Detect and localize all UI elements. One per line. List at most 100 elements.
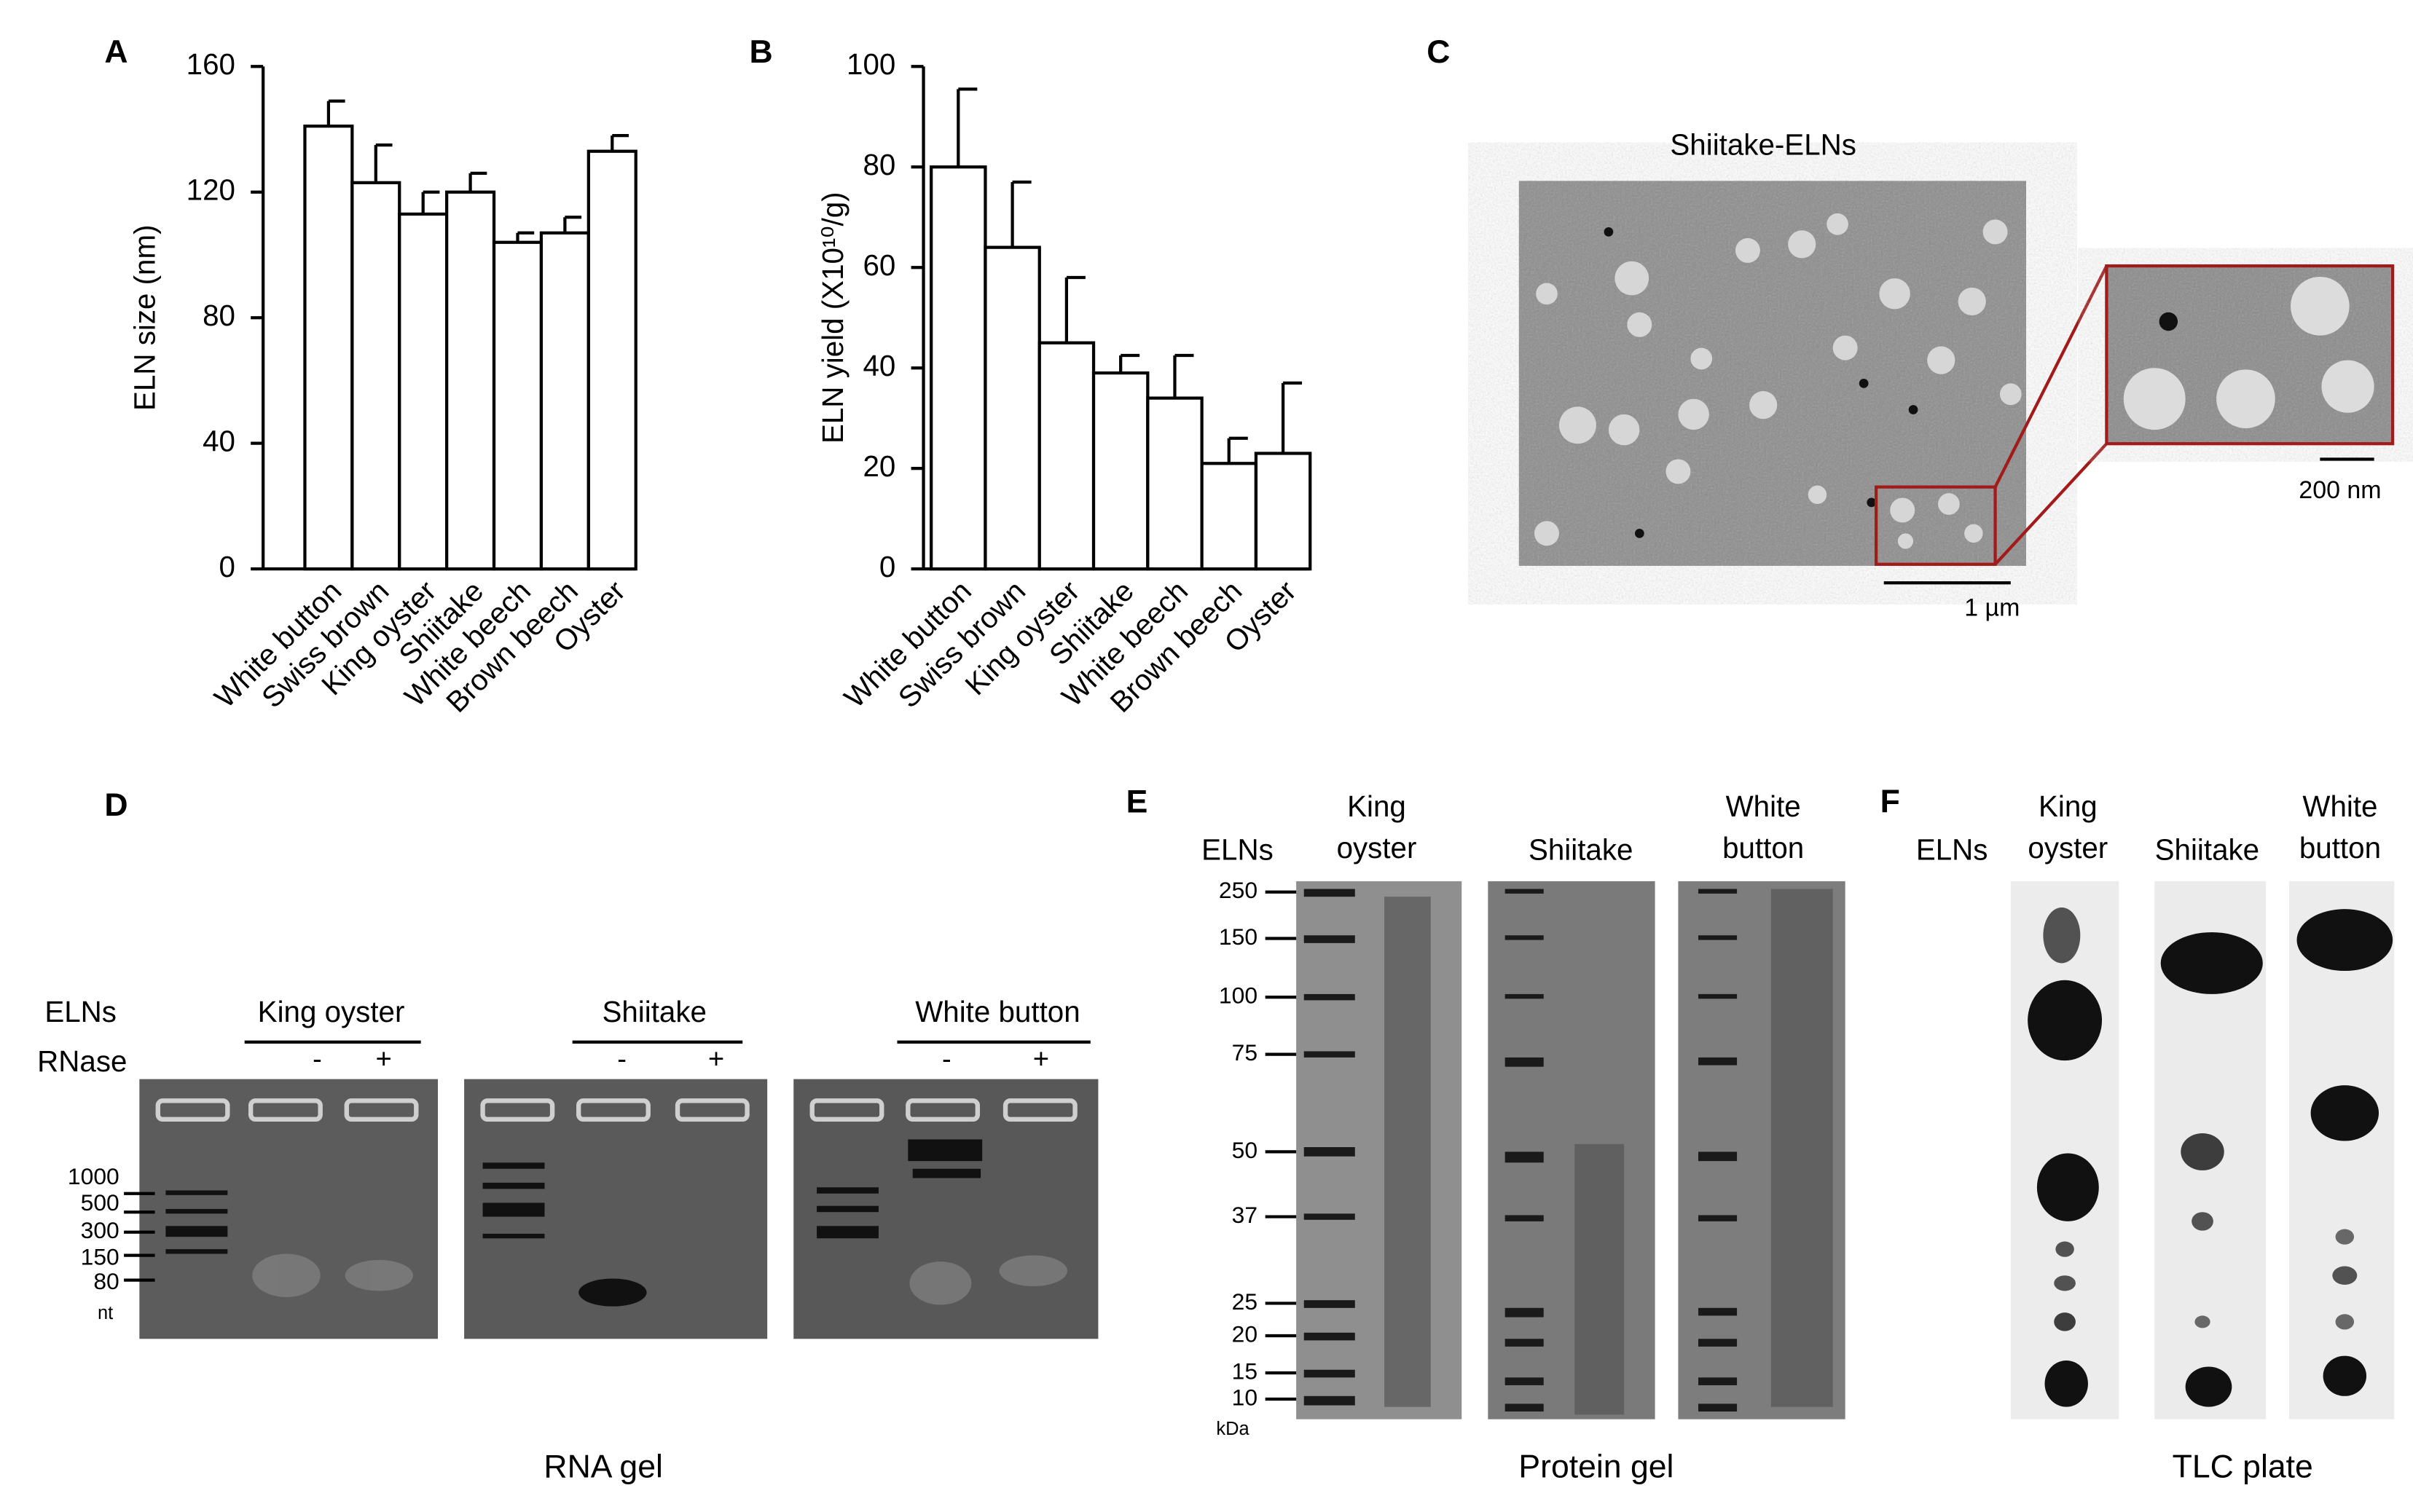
error-bar (326, 99, 345, 127)
ladder-label: 25 (1232, 1288, 1257, 1315)
sample-label: King (2039, 790, 2098, 823)
sample-label: White button (915, 995, 1080, 1028)
bar (1037, 341, 1096, 571)
bar (445, 190, 496, 571)
panel-letter: C (1427, 34, 1450, 70)
ladder-label: 1000 (68, 1163, 119, 1189)
panel-letter: D (104, 787, 127, 823)
caption: Protein gel (1518, 1449, 1674, 1484)
sample-label: White (1726, 790, 1801, 823)
error-bar (516, 231, 535, 243)
y-tick-label: 40 (203, 424, 235, 457)
ladder-label: 37 (1232, 1202, 1257, 1228)
treatment-sign: - (313, 1043, 322, 1074)
kda-ticks (1265, 890, 1297, 1401)
row-label: ELNs (1201, 832, 1274, 866)
y-tick-label: 0 (879, 550, 895, 583)
ladder-label: 100 (1219, 983, 1257, 1009)
ladder-label: 150 (81, 1243, 119, 1269)
y-axis-label: ELN yield (X10¹⁰/g) (816, 192, 850, 444)
treatment-sign: - (942, 1043, 952, 1074)
ladder-label: 10 (1232, 1384, 1257, 1410)
ladder-label: 20 (1232, 1320, 1257, 1347)
y-tick-label: 20 (863, 449, 895, 483)
panel-letter: F (1880, 784, 1900, 820)
treatment-sign: + (376, 1043, 392, 1074)
bar (1146, 396, 1204, 571)
error-bar (563, 216, 582, 233)
bar (1254, 452, 1312, 571)
scale-label: 1 µm (1964, 594, 2020, 621)
error-bar (1119, 353, 1140, 374)
sample-label: Shiitake (602, 995, 706, 1028)
bar (984, 245, 1041, 571)
caption: TLC plate (2173, 1449, 2313, 1484)
sample-label: King oyster (258, 995, 405, 1028)
zoom-box (1875, 485, 1997, 566)
y-tick-label: 80 (863, 148, 895, 181)
y-tick-label: 80 (203, 299, 235, 332)
ladder-ticks (124, 1192, 155, 1282)
treatment-sign: + (1033, 1043, 1049, 1074)
ladder-label: 500 (81, 1189, 119, 1216)
protein-gels (1296, 881, 1845, 1420)
sample-label: Shiitake (1529, 832, 1633, 866)
unit-label: kDa (1216, 1419, 1249, 1439)
panel-letter: E (1126, 784, 1148, 820)
sample-label: Shiitake (2155, 832, 2259, 866)
bar (492, 240, 544, 571)
ladder-label: 75 (1232, 1039, 1257, 1066)
y-tick-label: 60 (863, 248, 895, 282)
row-label: RNase (37, 1044, 127, 1078)
sample-label: White (2302, 790, 2377, 823)
sample-label: oyster (1337, 831, 1417, 865)
panel-letter: A (104, 34, 127, 70)
scale-label: 200 nm (2299, 476, 2381, 504)
rna-gels (139, 1079, 1099, 1339)
row-label: ELNs (1916, 832, 1988, 866)
error-bar (611, 134, 629, 151)
error-bar (1064, 275, 1086, 343)
bar (398, 212, 449, 571)
tlc-plates (2010, 881, 2395, 1420)
bar (586, 149, 637, 571)
bar (303, 125, 354, 571)
sample-label: button (2299, 831, 2381, 865)
ladder-label: 150 (1219, 924, 1257, 950)
treatment-sign: - (617, 1043, 627, 1074)
zoom-line (1994, 442, 2108, 566)
y-tick-label: 160 (187, 47, 235, 81)
error-bar (1011, 180, 1032, 248)
error-bar (1281, 381, 1303, 454)
y-tick-label: 40 (863, 349, 895, 382)
image-title: Shiitake-ELNs (1670, 127, 1856, 161)
bar (350, 181, 401, 571)
error-bar (421, 190, 440, 214)
error-bar (1227, 436, 1248, 464)
row-label: ELNs (44, 995, 117, 1028)
bar (1200, 462, 1258, 571)
sample-label: button (1722, 831, 1804, 865)
caption: RNA gel (544, 1449, 662, 1484)
ladder-label: 80 (93, 1268, 119, 1294)
y-tick-label: 0 (219, 550, 235, 583)
bar (539, 231, 590, 571)
error-bar (1173, 353, 1194, 398)
sem-particles (1534, 213, 2022, 549)
ladder-label: 15 (1232, 1358, 1257, 1384)
bar (930, 165, 987, 571)
zoom-pore (2159, 312, 2178, 331)
zoom-frame (2105, 264, 2395, 446)
unit-label: nt (98, 1303, 113, 1323)
zoom-line (1993, 265, 2108, 488)
error-bar (468, 171, 487, 192)
treatment-sign: + (708, 1043, 724, 1074)
zoom-particles (2123, 276, 2374, 430)
y-tick-label: 120 (187, 173, 235, 206)
panel-letter: B (750, 34, 773, 70)
bar (1091, 371, 1150, 571)
ladder-label: 50 (1232, 1137, 1257, 1163)
y-axis-label: ELN size (nm) (128, 224, 162, 410)
ladder-label: 250 (1219, 877, 1257, 903)
